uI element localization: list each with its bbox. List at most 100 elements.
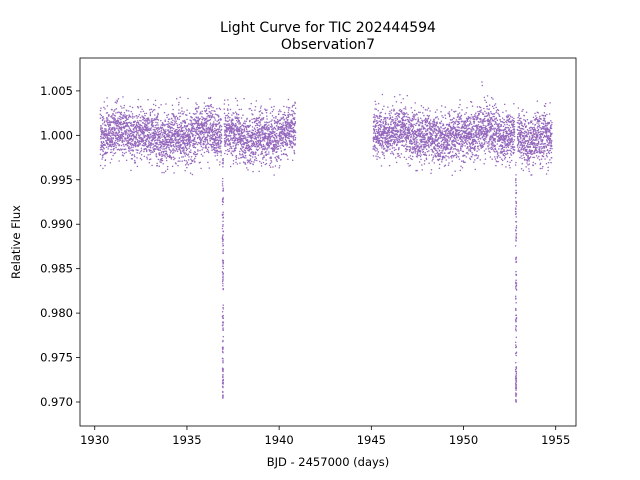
- data-point: [269, 139, 272, 142]
- data-point: [230, 130, 233, 133]
- data-point: [106, 97, 108, 99]
- data-point: [268, 121, 271, 123]
- data-point: [294, 102, 296, 104]
- data-point: [182, 135, 185, 138]
- data-point: [457, 139, 459, 141]
- data-point: [394, 125, 396, 127]
- data-point: [438, 142, 441, 145]
- data-point: [383, 157, 386, 159]
- data-point: [185, 138, 188, 141]
- data-point: [103, 106, 105, 109]
- data-point: [413, 113, 415, 116]
- data-point: [201, 110, 203, 113]
- data-point: [422, 148, 425, 150]
- data-point: [150, 151, 152, 154]
- data-point: [159, 153, 161, 156]
- data-point: [245, 151, 247, 153]
- data-point: [158, 106, 160, 109]
- data-point: [144, 114, 146, 117]
- data-point: [283, 119, 285, 121]
- data-point: [225, 149, 227, 152]
- data-point: [272, 141, 274, 144]
- data-point: [162, 162, 164, 165]
- data-point: [206, 136, 208, 139]
- data-point: [163, 111, 166, 114]
- data-point: [217, 147, 220, 149]
- data-point: [409, 145, 411, 148]
- data-point: [416, 122, 418, 125]
- data-point: [129, 142, 132, 144]
- data-point: [269, 137, 272, 140]
- data-point: [178, 129, 181, 131]
- data-point: [263, 126, 266, 129]
- data-point: [175, 115, 178, 117]
- data-point: [116, 100, 119, 103]
- data-point: [134, 143, 137, 146]
- data-point: [112, 131, 115, 133]
- data-point: [113, 145, 116, 147]
- data-point: [230, 147, 233, 150]
- data-point: [188, 123, 190, 125]
- data-point: [258, 116, 261, 119]
- data-point: [209, 96, 212, 99]
- data-point: [435, 128, 438, 131]
- data-point: [223, 112, 226, 115]
- data-point: [379, 142, 382, 144]
- data-point: [164, 154, 166, 156]
- data-point: [451, 160, 454, 162]
- data-point: [145, 140, 148, 142]
- data-point: [104, 159, 107, 161]
- data-point: [223, 134, 226, 136]
- data-point: [443, 141, 446, 143]
- data-point: [257, 154, 260, 156]
- data-point: [430, 154, 433, 156]
- data-point: [113, 110, 115, 112]
- data-point: [135, 128, 138, 130]
- data-point: [150, 150, 152, 152]
- data-point: [203, 134, 205, 136]
- data-points: [99, 81, 553, 403]
- data-point: [125, 133, 127, 136]
- data-point: [259, 122, 261, 124]
- data-point: [189, 172, 192, 174]
- data-point: [287, 158, 289, 160]
- data-point: [189, 145, 191, 148]
- data-point: [175, 139, 177, 142]
- data-point: [101, 129, 104, 132]
- data-point: [395, 130, 397, 132]
- data-point: [233, 112, 235, 115]
- data-point: [234, 142, 236, 144]
- data-point: [394, 117, 396, 120]
- data-point: [243, 97, 245, 100]
- data-point: [129, 134, 131, 136]
- data-point: [385, 121, 387, 124]
- data-point: [146, 124, 148, 127]
- data-point: [404, 106, 407, 108]
- data-point: [402, 98, 405, 100]
- data-point: [413, 146, 416, 148]
- data-point: [120, 105, 122, 107]
- data-point: [150, 127, 152, 129]
- data-point: [140, 158, 143, 161]
- data-point: [152, 109, 154, 111]
- data-point: [378, 117, 380, 120]
- data-point: [428, 114, 430, 117]
- data-point: [171, 127, 173, 129]
- data-point: [458, 150, 460, 152]
- data-point: [266, 153, 268, 155]
- data-point: [294, 138, 297, 141]
- data-point: [425, 129, 427, 131]
- data-point: [271, 114, 274, 117]
- data-point: [149, 121, 151, 123]
- data-point: [130, 145, 133, 147]
- data-point: [397, 152, 400, 155]
- data-point: [216, 144, 218, 146]
- data-point: [162, 122, 164, 125]
- data-point: [149, 113, 152, 115]
- data-point: [184, 169, 186, 172]
- data-point: [146, 149, 148, 152]
- data-point: [383, 152, 385, 154]
- data-point: [265, 162, 268, 165]
- data-point: [145, 143, 147, 146]
- data-point: [287, 115, 290, 117]
